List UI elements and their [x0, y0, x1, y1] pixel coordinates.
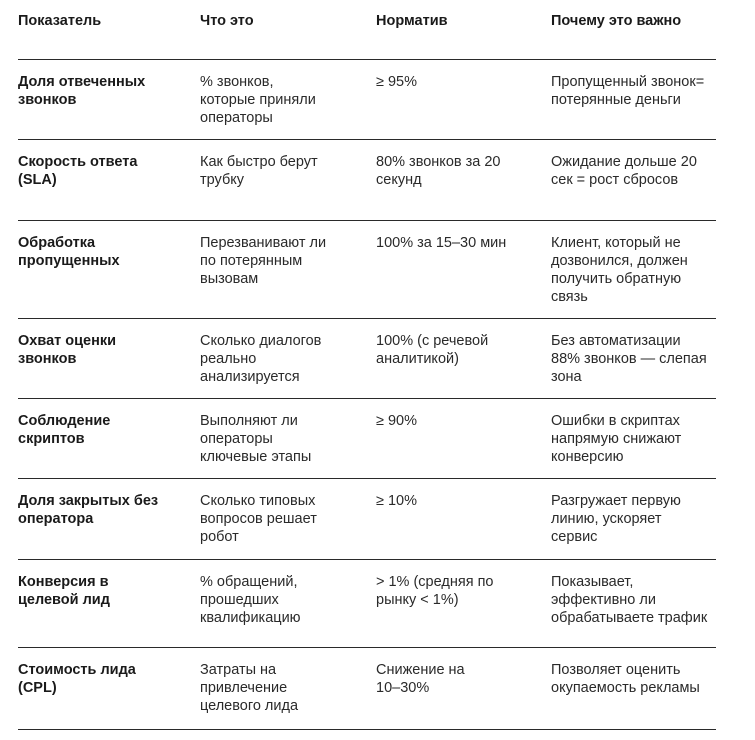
cell-what: Как быстро берут трубку: [200, 154, 318, 188]
cell-metric: Стоимость лида (CPL): [18, 662, 136, 696]
cell-what: Сколько диалогов реально анализируется: [200, 333, 322, 385]
cell-what: % звонков, которые приняли операторы: [200, 74, 316, 126]
header-why: Почему это важно: [551, 13, 682, 29]
cell-metric: Конверсия в целевой лид: [18, 574, 110, 608]
cell-what: Затраты на привлечение целевого лида: [200, 662, 299, 714]
table-header-row: Показатель Что это Норматив Почему это в…: [18, 0, 716, 60]
header-norm: Норматив: [376, 13, 448, 29]
cell-why: Разгружает первую линию, ускоряет сервис: [551, 493, 681, 545]
table-row: Конверсия в целевой лид % обращений, про…: [18, 560, 716, 648]
cell-why: Позволяет оценить окупаемость рекламы: [551, 662, 700, 696]
table-row: Обработка пропущенных Перезванивают ли п…: [18, 221, 716, 319]
cell-why: Ожидание дольше 20 сек = рост сбросов: [551, 154, 697, 188]
cell-metric: Обработка пропущенных: [18, 235, 120, 269]
cell-metric: Доля закрытых без оператора: [18, 493, 159, 527]
cell-norm: 100% за 15–30 мин: [376, 235, 507, 251]
cell-norm: ≥ 90%: [376, 413, 418, 429]
table-row: Доля закрытых без оператора Сколько типо…: [18, 479, 716, 560]
cell-why: Пропущенный звонок= потерянные деньги: [551, 74, 705, 108]
table-row: Соблюдение скриптов Выполняют ли операто…: [18, 399, 716, 479]
cell-metric: Охват оценки звонков: [18, 333, 117, 367]
header-what: Что это: [200, 13, 254, 29]
cell-norm: 100% (с речевой аналитикой): [376, 333, 489, 367]
table-row: Охват оценки звонков Сколько диалогов ре…: [18, 319, 716, 399]
cell-why: Показывает, эффективно ли обрабатываете …: [551, 574, 708, 626]
table-row: Скорость ответа (SLA) Как быстро берут т…: [18, 140, 716, 221]
cell-norm: ≥ 10%: [376, 493, 418, 509]
cell-norm: ≥ 95%: [376, 74, 418, 90]
cell-what: Выполняют ли операторы ключевые этапы: [200, 413, 312, 465]
kpi-table: Показатель Что это Норматив Почему это в…: [18, 0, 716, 730]
cell-norm: 80% звонков за 20 секунд: [376, 154, 501, 188]
cell-what: Сколько типовых вопросов решает робот: [200, 493, 317, 545]
cell-metric: Доля отвеченных звонков: [18, 74, 146, 108]
cell-what: % обращений, прошедших квалификацию: [200, 574, 301, 626]
cell-metric: Соблюдение скриптов: [18, 413, 111, 447]
table-row: Доля отвеченных звонков % звонков, котор…: [18, 60, 716, 140]
cell-norm: Снижение на 10–30%: [376, 662, 465, 696]
cell-why: Клиент, который не дозвонился, должен по…: [551, 235, 688, 305]
table-row: Стоимость лида (CPL) Затраты на привлече…: [18, 648, 716, 730]
cell-why: Ошибки в скриптах напрямую снижают конве…: [551, 413, 682, 465]
cell-what: Перезванивают ли по потерянным вызовам: [200, 235, 327, 287]
cell-norm: > 1% (средняя по рынку < 1%): [376, 574, 494, 608]
header-metric: Показатель: [18, 13, 102, 29]
cell-why: Без автоматизации 88% звонков — слепая з…: [551, 333, 707, 385]
cell-metric: Скорость ответа (SLA): [18, 154, 138, 188]
